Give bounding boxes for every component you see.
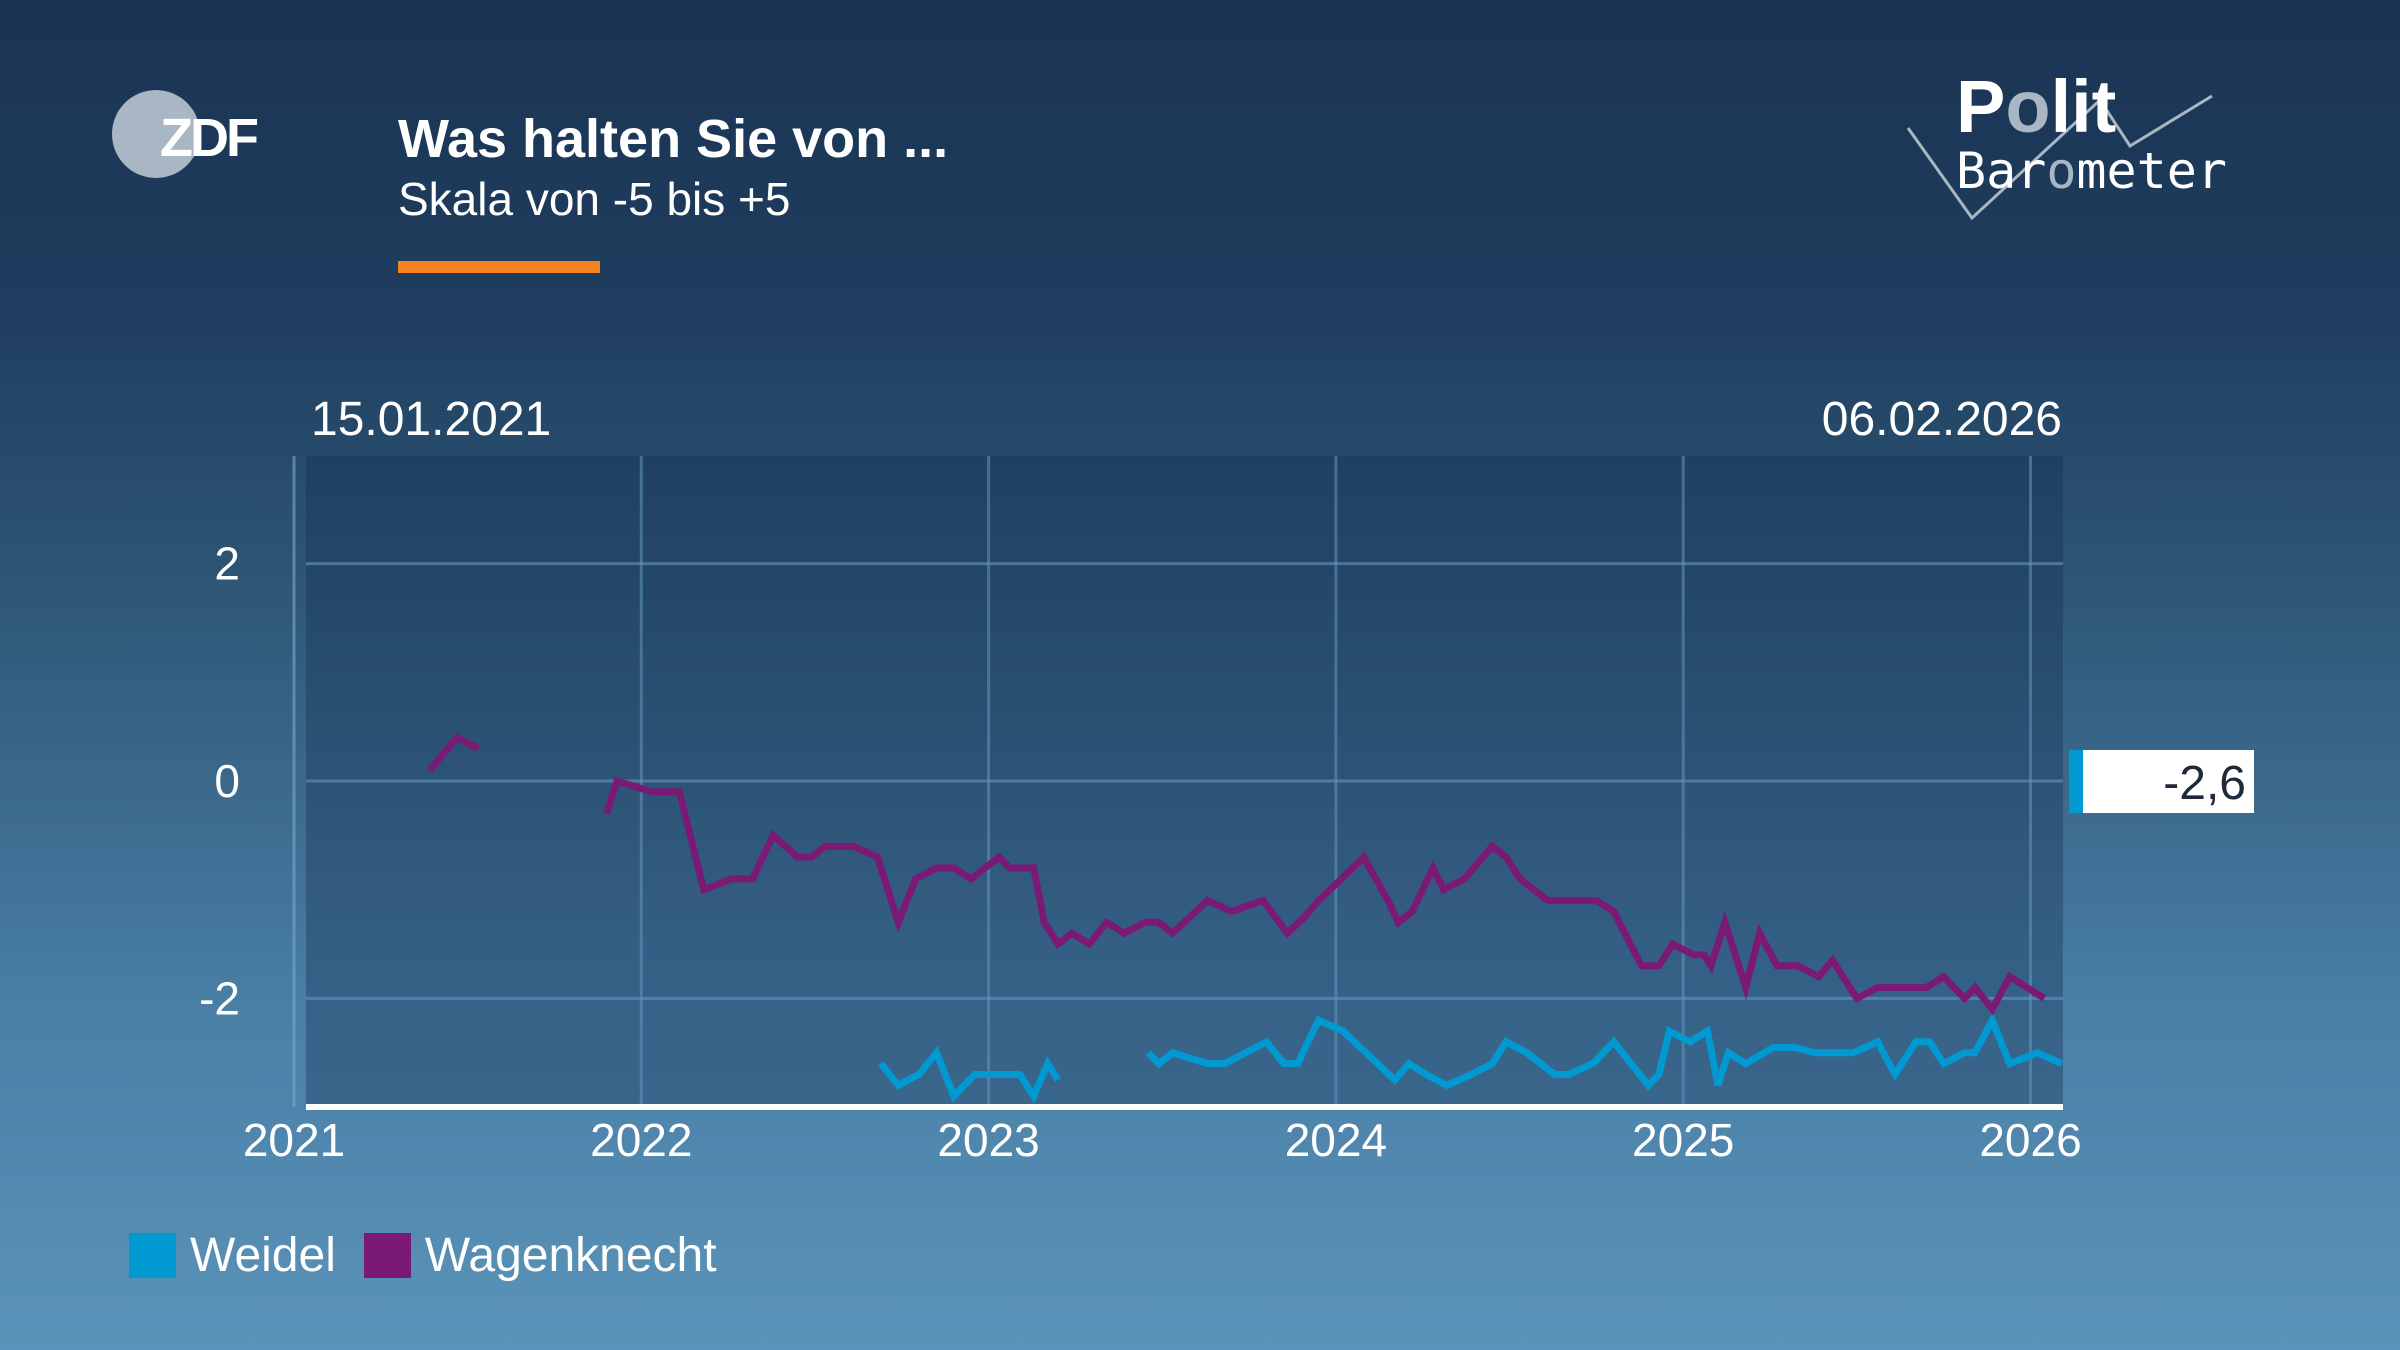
- x-tick-label: 2022: [590, 1114, 692, 1166]
- current-value-badge: -2,6: [2069, 750, 2254, 813]
- svg-text:Barometer: Barometer: [1956, 142, 2227, 200]
- politbarometer-logo: Polit Barometer: [1906, 70, 2227, 221]
- end-date-label: 06.02.2026: [1821, 393, 2062, 446]
- legend-item-weidel: Weidel: [129, 1228, 336, 1283]
- legend-label: Weidel: [190, 1229, 336, 1282]
- chart-subtitle: Skala von -5 bis +5: [398, 173, 791, 225]
- value-badge-stripe: [2069, 750, 2083, 813]
- accent-bar: [398, 261, 600, 273]
- x-tick-label: 2026: [1979, 1114, 2081, 1166]
- start-date-label: 15.01.2021: [311, 393, 552, 446]
- series-weidel-line: [1145, 1011, 2064, 1091]
- zdf-logo: ZDF: [112, 90, 261, 178]
- x-tick-label: 2024: [1285, 1114, 1387, 1166]
- legend-item-wagenknecht: Wagenknecht: [363, 1228, 717, 1283]
- legend-label: Wagenknecht: [424, 1229, 717, 1282]
- x-tick-label: 2021: [243, 1114, 345, 1166]
- chart-title: Was halten Sie von ...: [398, 109, 949, 169]
- legend-swatch-weidel: [129, 1233, 176, 1278]
- current-value: -2,6: [2163, 757, 2246, 810]
- zdf-logo-circle: [112, 90, 200, 178]
- legend-swatch-wagenknecht: [363, 1233, 411, 1278]
- y-tick-label: -2: [199, 972, 240, 1024]
- series-wagenknecht-line: [426, 733, 480, 773]
- series-wagenknecht-line: [603, 776, 2047, 1016]
- y-tick-label: 2: [214, 538, 240, 590]
- y-tick-label: 0: [214, 755, 240, 807]
- series-weidel-line: [878, 1045, 1062, 1104]
- x-tick-label: 2023: [937, 1114, 1039, 1166]
- svg-text:Polit: Polit: [1956, 70, 2116, 148]
- legend: Weidel Wagenknecht: [129, 1228, 745, 1283]
- x-tick-label: 2025: [1632, 1114, 1734, 1166]
- zdf-brand-text: ZDF: [160, 108, 258, 168]
